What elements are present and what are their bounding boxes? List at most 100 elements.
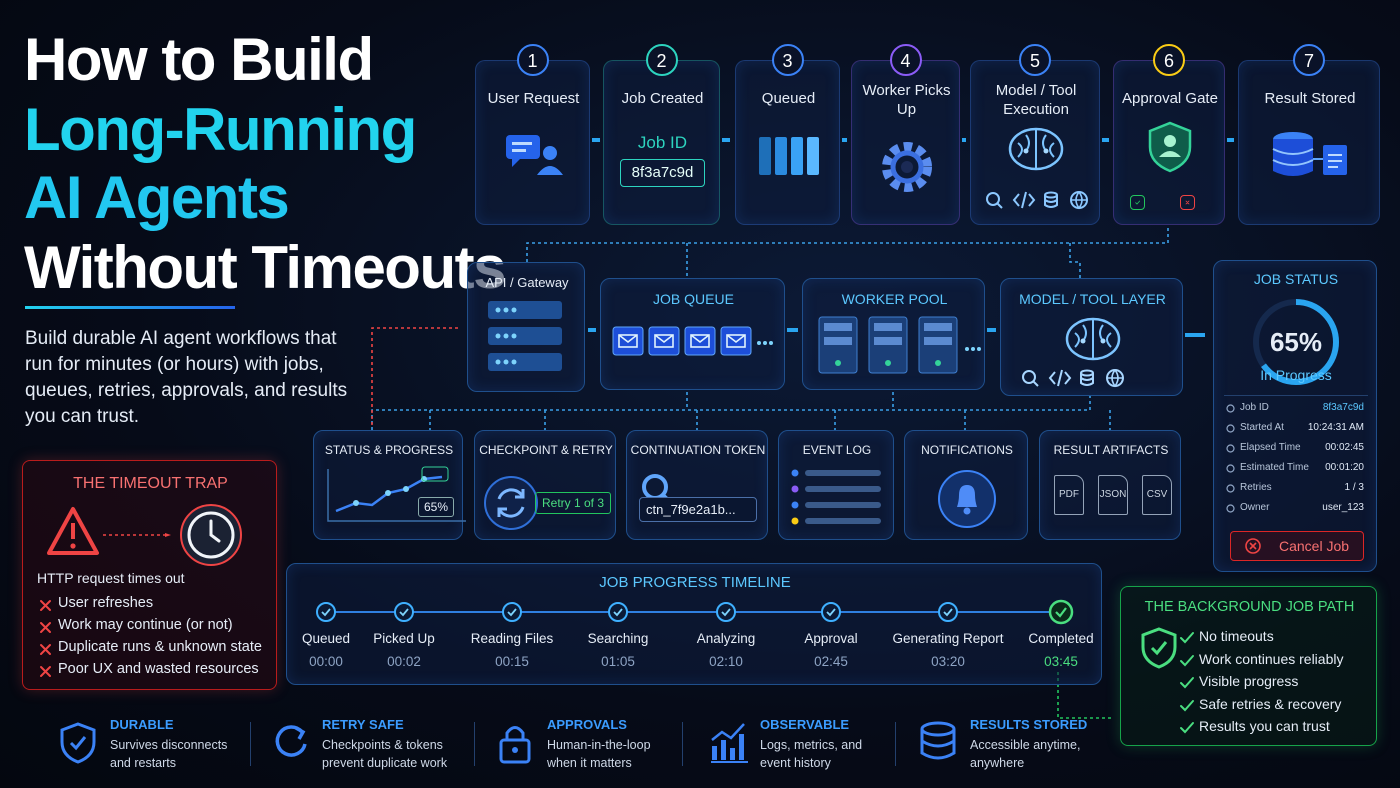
feature-text: Checkpoints & tokens prevent duplicate w… [322,738,448,770]
step-icon [881,142,932,192]
step-label: Job Created [621,90,704,107]
icon-part [824,337,852,345]
icon-part [321,608,331,617]
subtitle: Build durable AI agent workflows that ru… [25,328,348,427]
icon-part [769,341,773,345]
step-label: Model / Tool Execution [995,82,1077,118]
icon-part [399,608,409,617]
title-line: AI Agents [24,164,290,231]
icon-part [1180,677,1194,689]
icon-part [1080,338,1085,344]
dots [103,533,171,537]
icon-part [507,608,517,617]
icon-part [40,600,51,611]
icon-part [588,138,1234,337]
icon-part [826,608,836,617]
worker-icon [818,316,981,374]
check-icon [1180,677,1194,689]
warning-icon [47,507,99,555]
icon-part [943,608,953,617]
stage-label: Completed [1028,631,1094,646]
icon-part [1141,627,1177,669]
path-title: THE BACKGROUND JOB PATH [1144,599,1355,615]
field-value: 00:01:20 [1325,462,1364,473]
service-badge: 65% [418,497,455,517]
file-icon: CSV [1142,475,1172,515]
icon-part [371,327,458,425]
icon-part [965,347,969,351]
step-icon [1008,127,1064,171]
icon-part [806,137,819,175]
stage-label: Picked Up [373,631,435,646]
icon-part [511,149,526,152]
icon-part [1048,599,1074,625]
feature-text: Accessible anytime, anywhere [970,738,1081,770]
icon-part [542,146,557,160]
icon-part [69,736,87,751]
icon-part [40,644,51,655]
icon-part [726,334,746,348]
clock-icon [180,504,242,566]
title-line: How to Build [24,26,374,93]
feature-icon [499,726,531,764]
service-card: NOTIFICATIONS [904,430,1028,540]
feature-divider [682,722,683,766]
tool-icons [986,191,1088,210]
architecture-label: WORKER POOL [841,291,948,307]
title-line: Without Timeouts [24,234,506,301]
trap-item: Work may continue (or not) [58,617,233,633]
service-card: CHECKPOINT & RETRY Retry 1 of 3 [474,430,616,540]
step-label: Worker Picks Up [862,82,951,118]
icon-part [924,323,952,331]
icon-part [1159,151,1181,157]
cancel-button[interactable]: Cancel Job [1230,531,1364,561]
icon-part [835,360,841,366]
icon-part [1080,369,1094,377]
step-label: Result Stored [1264,90,1356,107]
icon-part [1226,504,1235,513]
service-label: NOTIFICATIONS [921,443,1013,457]
icon-part [1100,338,1105,344]
job-id-label: Job ID [637,133,688,152]
icon-part [739,734,744,760]
timeline-title: JOB PROGRESS TIMELINE [599,574,791,591]
icon-part [40,666,51,677]
icon-part [885,360,891,366]
icon-part [503,333,509,339]
feature-divider [250,722,251,766]
architecture-label: JOB QUEUE [653,291,734,307]
step-card: Queued [735,60,840,225]
icon-part [1044,195,1058,208]
trap-item: Duplicate runs & unknown state [58,639,262,655]
icon-part [721,740,726,760]
icon-part [353,500,359,506]
step-number: 1 [516,44,549,76]
icon-part [821,602,841,622]
service-card: RESULT ARTIFACTS PDF JSON CSV [1039,430,1181,540]
icon-part [1150,641,1168,656]
file-icon: JSON [1098,475,1128,515]
icon-part [1180,632,1194,644]
icon-part [963,507,971,515]
icon-part [757,341,761,345]
icon-part [526,226,1169,262]
icon-part [495,307,501,313]
step-card: User Request [475,60,590,225]
feature-title: OBSERVABLE [760,717,850,732]
field-icon [1226,404,1235,413]
status-state: In Progress [1260,367,1332,383]
icon-part [1023,148,1029,154]
icon-part [1249,542,1257,550]
service-label: STATUS & PROGRESS [324,443,454,457]
icon-part [613,608,623,617]
icon-part [1048,369,1072,387]
icon-part [608,602,628,622]
icon-part [1226,404,1235,413]
icon-part [505,726,525,740]
icon-part [40,622,51,633]
feature-text: Survives disconnects and restarts [110,738,228,770]
icon-part [791,485,799,493]
icon-part [791,469,799,477]
field-label: Owner [1240,502,1270,513]
icon-part [371,392,1091,430]
